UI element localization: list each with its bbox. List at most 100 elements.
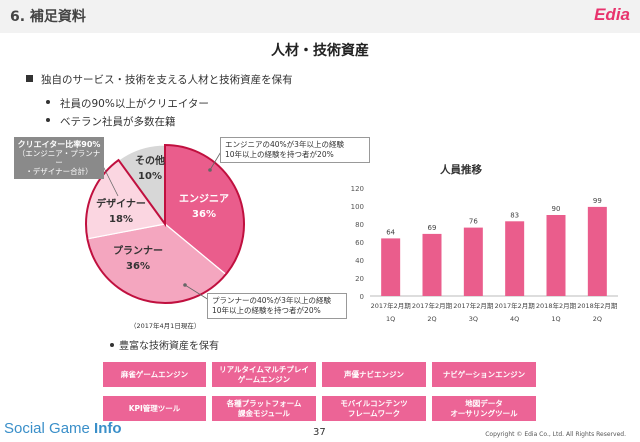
main-bullet-text: 独自のサービス・技術を支える人材と技術資産を保有 [41, 74, 293, 86]
x-tick-label-period: 2017年2月期 [495, 301, 536, 310]
callout-text: エンジニアの40%が3年以上の経験 [225, 140, 344, 149]
slice-percent: 10% [138, 171, 162, 182]
y-tick-label: 120 [351, 185, 364, 193]
chart-title: 人員推移 [440, 164, 482, 176]
y-tick-label: 20 [355, 275, 364, 283]
sub-bullet-text: 社員の90%以上がクリエイター [60, 98, 209, 110]
x-tick-label-quarter: 1Q [551, 315, 560, 323]
section-title: 6. 補足資料 [10, 9, 86, 25]
headcount-bar-chart: 0 20 40 60 80 100 120 64 2017年2月期 1Q 69 2017年2月期 2Q 7… [351, 185, 618, 323]
tech-bullet: 豊富な技術資産を保有 [110, 337, 219, 352]
dot-bullet-icon [110, 343, 114, 347]
y-tick-label: 80 [355, 221, 364, 229]
date-note: （2017年4月1日現在） [130, 322, 201, 330]
engineer-slice-label: エンジニア 36% [168, 192, 240, 222]
other-slice-label: その他 10% [126, 154, 174, 184]
x-tick-label-quarter: 3Q [469, 315, 478, 323]
ratio-note: （エンジニア・プランナー [17, 149, 101, 167]
copyright: Copyright © Edia Co., Ltd. All Rights Re… [485, 431, 626, 438]
tag-text: 各種プラットフォーム [226, 398, 302, 408]
x-tick-label-quarter: 1Q [386, 315, 395, 323]
tag-text: ナビゲーションエンジン [442, 369, 526, 379]
tag-text: 課金モジュール [238, 408, 290, 418]
bar [505, 221, 525, 296]
bar-value-label: 90 [552, 205, 561, 213]
bar-value-label: 99 [593, 197, 602, 205]
x-tick-label-period: 2017年2月期 [371, 301, 412, 310]
tag-text: 麻雀ゲームエンジン [120, 369, 189, 379]
tech-tag: ナビゲーションエンジン [432, 362, 536, 387]
y-tick-label: 40 [355, 257, 364, 265]
slice-name: エンジニア [179, 194, 229, 205]
main-bullet: 独自のサービス・技術を支える人材と技術資産を保有 [26, 72, 293, 87]
callout-text: 10年以上の経験を持つ者が20% [212, 306, 321, 315]
pie-slice [117, 144, 166, 226]
planner-callout-leader [184, 284, 210, 301]
tag-text: KPI管理ツール [128, 403, 181, 413]
slice-percent: 36% [192, 209, 216, 220]
tag-text: 地図データ [465, 398, 503, 408]
designer-slice-label: デザイナー 18% [86, 197, 156, 227]
sub-bullet-text: ベテラン社員が多数在籍 [60, 116, 176, 128]
bar [587, 206, 607, 296]
tech-tag: 地図データ オーサリングツール [432, 396, 536, 421]
ratio-note: ・デザイナー合計） [25, 167, 93, 176]
bar [422, 233, 442, 296]
tech-bullet-text: 豊富な技術資産を保有 [119, 341, 219, 352]
header-bar [0, 0, 640, 33]
y-tick-label: 0 [360, 293, 364, 301]
tag-text: フレームワーク [347, 408, 401, 418]
slice-percent: 18% [109, 214, 133, 225]
dot-bullet-icon [46, 100, 50, 104]
x-tick-label-period: 2018年2月期 [536, 301, 577, 310]
tech-tag: 麻雀ゲームエンジン [103, 362, 206, 387]
slice-name: その他 [135, 156, 165, 167]
brand-text-bold: Info [94, 420, 122, 437]
square-bullet-icon [26, 75, 33, 82]
tech-tag: 各種プラットフォーム 課金モジュール [212, 396, 316, 421]
planner-slice-label: プランナー 36% [102, 244, 174, 274]
tag-text: 声優ナビエンジン [344, 369, 404, 379]
bar [546, 215, 566, 296]
bar-value-label: 69 [428, 224, 437, 232]
planner-callout: プランナーの40%が3年以上の経験 10年以上の経験を持つ者が20% [207, 293, 347, 319]
engineer-callout-dot [208, 168, 212, 172]
tech-tag: KPI管理ツール [103, 396, 206, 421]
engineer-callout: エンジニアの40%が3年以上の経験 10年以上の経験を持つ者が20% [220, 137, 370, 163]
bar [381, 238, 401, 296]
x-tick-label-period: 2017年2月期 [453, 301, 494, 310]
slice-name: プランナー [113, 246, 163, 257]
sub-bullet: 社員の90%以上がクリエイター [46, 96, 209, 111]
slice-name: デザイナー [96, 199, 146, 210]
tech-tag: リアルタイムマルチプレイ ゲームエンジン [212, 362, 316, 387]
pie-slice [164, 144, 245, 276]
creator-ratio-box: クリエイター比率90% （エンジニア・プランナー ・デザイナー合計） [14, 137, 104, 179]
ratio-title: クリエイター比率90% [17, 140, 101, 149]
tech-tag: 声優ナビエンジン [322, 362, 426, 387]
sub-bullet: ベテラン社員が多数在籍 [46, 114, 176, 129]
bar-value-label: 83 [510, 211, 519, 219]
page-title: 人材・技術資産 [271, 43, 369, 59]
x-tick-label-period: 2018年2月期 [577, 301, 618, 310]
callout-text: 10年以上の経験を持つ者が20% [225, 150, 334, 159]
y-tick-label: 60 [355, 239, 364, 247]
tag-text: ゲームエンジン [237, 374, 291, 384]
callout-text: プランナーの40%が3年以上の経験 [212, 296, 331, 305]
edia-logo: Edia [594, 5, 630, 24]
social-game-info-watermark: Social Game Info [4, 420, 122, 437]
slice-percent: 36% [126, 261, 150, 272]
y-tick-label: 100 [351, 203, 364, 211]
planner-callout-dot [183, 283, 187, 287]
x-tick-label-quarter: 4Q [510, 315, 519, 323]
page-number: 37 [313, 427, 326, 438]
tag-text: リアルタイムマルチプレイ [219, 364, 309, 374]
x-tick-label-period: 2017年2月期 [412, 301, 453, 310]
tag-text: オーサリングツール [450, 408, 518, 418]
tech-tag: モバイルコンテンツ フレームワーク [322, 396, 426, 421]
pie-slice [86, 223, 227, 304]
creator-outline [85, 143, 245, 304]
x-tick-label-quarter: 2Q [427, 315, 436, 323]
dot-bullet-icon [46, 118, 50, 122]
bar [463, 227, 483, 296]
bar-value-label: 76 [469, 218, 478, 226]
